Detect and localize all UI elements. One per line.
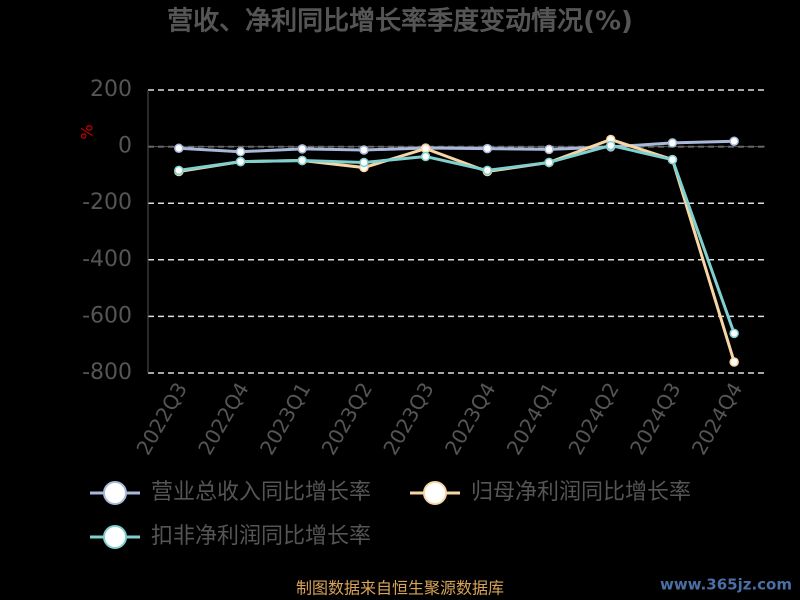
y-tick-label: 200 [90, 77, 132, 102]
data-point [420, 143, 431, 154]
data-point [606, 140, 616, 151]
data-point [667, 154, 678, 165]
data-point [297, 155, 307, 166]
y-tick-label: -200 [82, 190, 132, 215]
watermark: www.365jz.com [660, 576, 792, 594]
data-point [420, 151, 431, 162]
data-point [297, 144, 307, 154]
data-point [174, 143, 184, 154]
data-point [235, 146, 246, 157]
y-tick-label: -400 [82, 247, 132, 272]
y-tick-label: 0 [118, 134, 132, 159]
series-line [178, 139, 735, 154]
legend-label: 归母净利润同比增长率 [471, 480, 691, 505]
legend-label: 扣非净利润同比增长率 [151, 524, 371, 549]
data-point [544, 157, 554, 168]
data-point [544, 144, 554, 155]
data-point [235, 156, 246, 167]
data-point [174, 165, 184, 176]
data-point [482, 143, 493, 154]
data-point [482, 165, 493, 176]
y-tick-label: -800 [82, 360, 132, 385]
legend-marker [423, 481, 447, 505]
chart-title: 营收、净利同比增长率季度变动情况(%) [167, 6, 633, 37]
data-point [359, 157, 369, 168]
data-point [359, 145, 369, 155]
legend-marker [103, 525, 127, 549]
source-note: 制图数据来自恒生聚源数据库 [296, 579, 504, 598]
data-point [729, 328, 739, 339]
y-axis-label: % [78, 124, 97, 139]
data-point [729, 136, 739, 146]
series-line [178, 143, 736, 334]
data-point [729, 357, 739, 367]
legend-marker [103, 481, 127, 505]
legend-label: 营业总收入同比增长率 [151, 480, 371, 505]
data-point [667, 138, 678, 148]
y-tick-label: -600 [82, 303, 132, 328]
